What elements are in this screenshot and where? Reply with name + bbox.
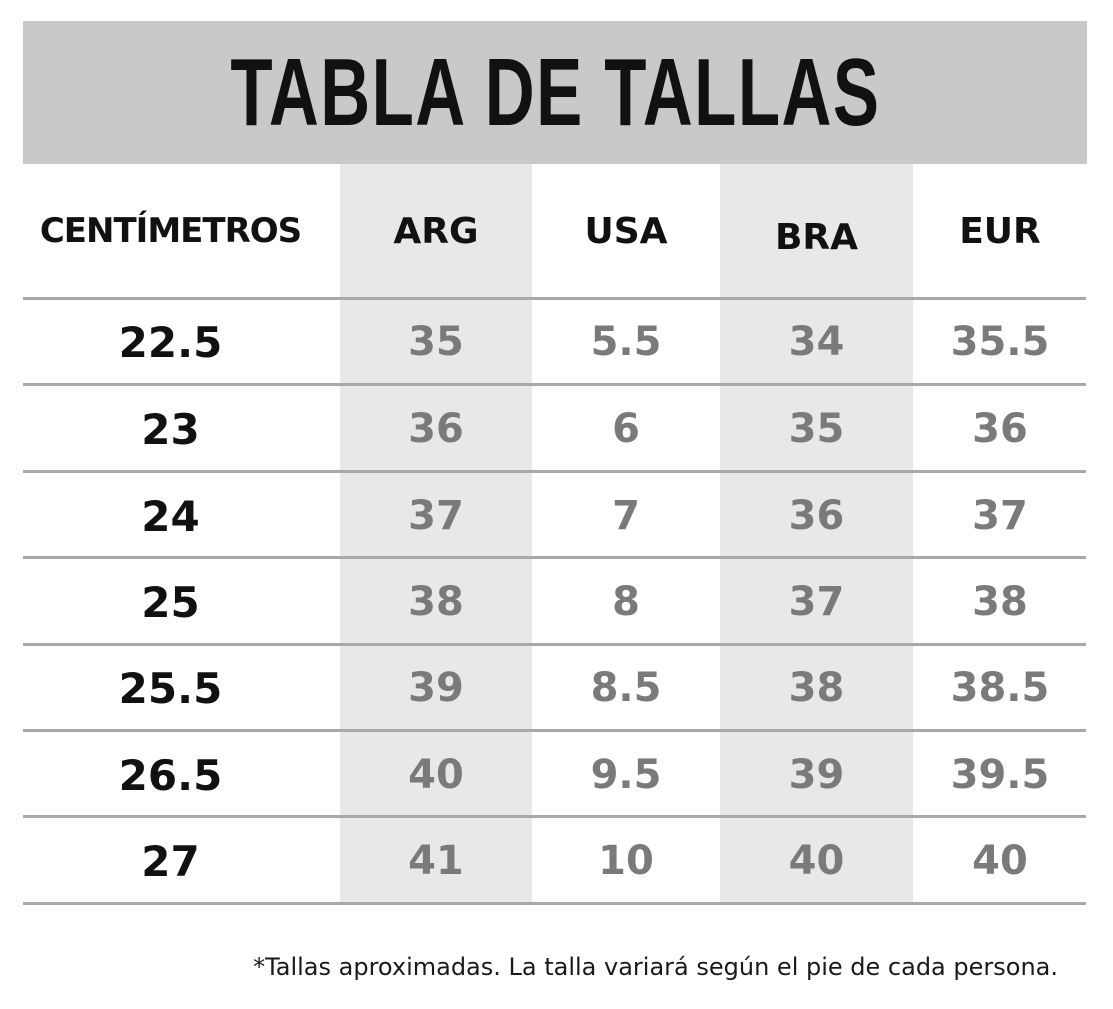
cell-bra: 34 (788, 319, 845, 365)
cell-usa: 5.5 (590, 319, 662, 365)
table-row: 22.5 35 5.5 34 35.5 (23, 299, 1087, 385)
header-eur: EUR (959, 210, 1041, 252)
cell-centimetros: 27 (141, 836, 200, 886)
arg-column-shade (340, 164, 532, 904)
title-bar: TABLA DE TALLAS (23, 21, 1087, 164)
cell-usa: 9.5 (590, 752, 662, 798)
cell-usa: 8 (612, 579, 640, 625)
row-divider (23, 729, 1086, 732)
cell-eur: 39.5 (950, 752, 1050, 798)
cell-usa: 6 (612, 406, 640, 452)
cell-bra: 35 (788, 406, 845, 452)
bra-column-shade (720, 164, 913, 904)
cell-eur: 35.5 (950, 319, 1050, 365)
cell-centimetros: 25 (141, 577, 200, 627)
table-row: 24 37 7 36 37 (23, 473, 1087, 559)
cell-eur: 36 (972, 406, 1028, 452)
cell-centimetros: 23 (141, 404, 200, 454)
cell-centimetros: 26.5 (118, 750, 223, 800)
cell-usa: 8.5 (590, 665, 662, 711)
table-row: 23 36 6 35 36 (23, 386, 1087, 472)
cell-centimetros: 24 (141, 491, 200, 541)
cell-usa: 7 (612, 493, 640, 539)
header-centimetros: CENTÍMETROS (39, 211, 302, 251)
cell-eur: 37 (972, 493, 1028, 539)
cell-centimetros: 22.5 (118, 317, 223, 367)
cell-bra: 38 (788, 665, 845, 711)
page-title: TABLA DE TALLAS (229, 38, 880, 146)
cell-bra: 40 (788, 838, 845, 884)
cell-usa: 10 (598, 838, 654, 884)
row-divider (23, 470, 1086, 473)
cell-arg: 40 (408, 752, 464, 798)
header-usa: USA (584, 210, 668, 252)
row-divider (23, 297, 1086, 300)
cell-arg: 35 (408, 319, 464, 365)
cell-bra: 36 (788, 493, 845, 539)
cell-eur: 38.5 (950, 665, 1050, 711)
table-row: 25 38 8 37 38 (23, 559, 1087, 645)
cell-arg: 38 (408, 579, 464, 625)
cell-bra: 37 (788, 579, 845, 625)
table-row: 27 41 10 40 40 (23, 818, 1087, 904)
table-bottom-border (23, 902, 1086, 905)
row-divider (23, 556, 1086, 559)
cell-centimetros: 25.5 (118, 663, 223, 713)
row-divider (23, 643, 1086, 646)
row-divider (23, 815, 1086, 818)
footnote: *Tallas aproximadas. La talla variará se… (253, 953, 1058, 981)
cell-eur: 38 (972, 579, 1028, 625)
cell-eur: 40 (972, 838, 1028, 884)
table-row: 25.5 39 8.5 38 38.5 (23, 645, 1087, 731)
header-bra: BRA (774, 216, 859, 258)
header-arg: ARG (393, 210, 479, 252)
table-row: 26.5 40 9.5 39 39.5 (23, 732, 1087, 818)
cell-bra: 39 (788, 752, 845, 798)
cell-arg: 39 (408, 665, 464, 711)
cell-arg: 36 (408, 406, 464, 452)
row-divider (23, 383, 1086, 386)
cell-arg: 41 (408, 838, 464, 884)
cell-arg: 37 (408, 493, 464, 539)
